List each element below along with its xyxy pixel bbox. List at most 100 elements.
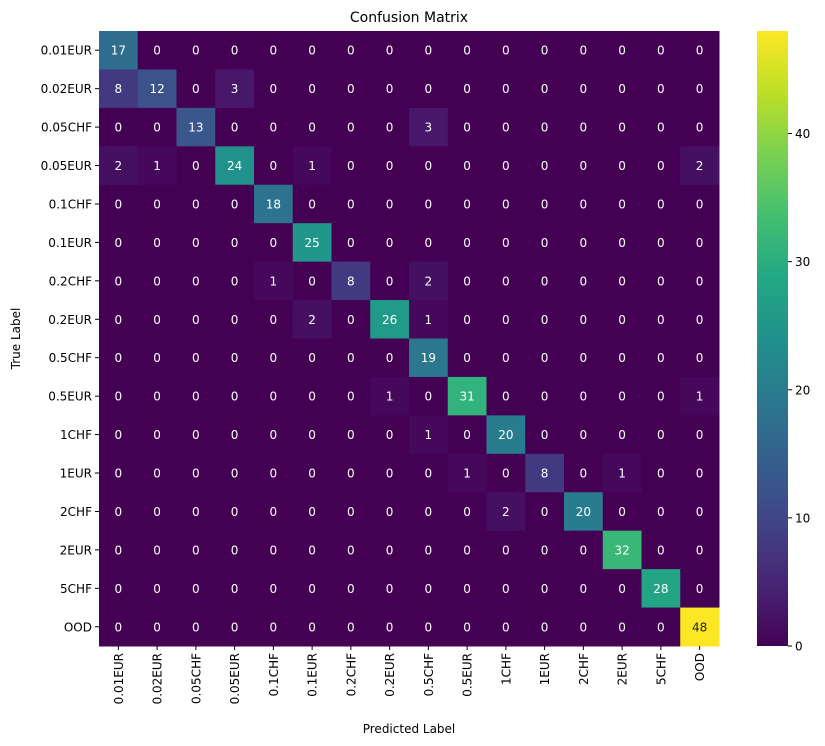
heatmap-cell [215,492,255,532]
heatmap-cell [254,569,294,609]
cell-value-label: 0 [270,582,278,596]
cell-value-label: 0 [270,159,278,173]
heatmap-cell [525,569,565,609]
heatmap-cell [447,146,487,186]
cell-value-label: 0 [386,505,394,519]
heatmap-cell [486,530,526,570]
cell-value-label: 0 [696,428,704,442]
cell-value-label: 0 [618,582,626,596]
cell-value-label: 0 [192,159,200,173]
heatmap-cell [331,569,371,609]
cell-value-label: 0 [270,620,278,634]
cell-value-label: 0 [541,44,549,58]
heatmap-cell [215,107,255,147]
cell-value-label: 1 [425,313,433,327]
heatmap-cell [602,530,642,570]
cell-value-label: 0 [308,582,316,596]
heatmap-cell [99,69,139,109]
x-tick-label: 0.2EUR [383,653,397,697]
heatmap-cell [331,184,371,224]
cell-value-label: 0 [618,44,626,58]
cell-value-label: 0 [270,121,278,135]
heatmap-cell [409,376,449,416]
heatmap-cell [292,530,332,570]
cell-value-label: 0 [657,351,665,365]
cell-value-label: 0 [618,274,626,288]
heatmap-cell [680,492,720,532]
heatmap-cell [99,300,139,339]
cell-value-label: 0 [153,467,161,481]
heatmap-cell [641,338,681,378]
heatmap-cell [99,146,139,186]
cell-value-label: 13 [188,121,203,135]
heatmap-cell [680,300,720,339]
heatmap-cell [370,31,410,70]
cell-value-label: 0 [231,582,239,596]
cell-value-label: 0 [231,197,239,211]
cell-value-label: 0 [463,313,471,327]
heatmap-cell [486,261,526,301]
cell-value-label: 0 [308,197,316,211]
cell-value-label: 0 [270,390,278,404]
heatmap-cell [641,376,681,416]
heatmap-cell [215,376,255,416]
heatmap-cell [680,376,720,416]
cell-value-label: 0 [580,82,588,96]
cell-value-label: 1 [386,390,394,404]
heatmap-cell [137,107,177,147]
cell-value-label: 0 [153,274,161,288]
colorbar-tick-label: 10 [795,511,810,525]
cell-value-label: 0 [502,351,510,365]
heatmap-cell [641,31,681,70]
heatmap-cell [137,338,177,378]
cell-value-label: 0 [541,390,549,404]
cell-value-label: 0 [425,159,433,173]
cell-value-label: 0 [618,121,626,135]
cell-value-label: 0 [657,543,665,557]
cell-value-label: 0 [115,313,123,327]
heatmap-cell [564,607,604,647]
heatmap-cell [331,69,371,109]
cell-value-label: 0 [270,82,278,96]
heatmap-cell [331,492,371,532]
cell-value-label: 0 [115,121,123,135]
heatmap-cell [137,607,177,647]
heatmap-cell [602,69,642,109]
cell-value-label: 0 [696,313,704,327]
heatmap-cell [215,338,255,378]
cell-value-label: 0 [115,351,123,365]
heatmap-cell [409,415,449,455]
cell-value-label: 0 [115,274,123,288]
heatmap-cell [215,261,255,301]
heatmap-cell [680,184,720,224]
y-tick-label: 5CHF [60,582,92,596]
heatmap-cell [176,530,216,570]
heatmap-cell [602,146,642,186]
heatmap-cell [564,492,604,532]
heatmap-cell [641,453,681,493]
heatmap-cell [176,184,216,224]
cell-value-label: 0 [192,620,200,634]
cell-value-label: 0 [580,121,588,135]
cell-value-label: 0 [192,543,200,557]
heatmap-cell [370,261,410,301]
cell-value-label: 0 [541,351,549,365]
cell-value-label: 0 [386,82,394,96]
heatmap-cell [176,607,216,647]
heatmap-cell [370,223,410,263]
heatmap-cell [331,607,371,647]
cell-value-label: 0 [153,505,161,519]
heatmap-cell [680,338,720,378]
cell-value-label: 0 [502,197,510,211]
heatmap-cell [409,530,449,570]
cell-value-label: 0 [386,543,394,557]
heatmap-cell [176,146,216,186]
cell-value-label: 0 [618,390,626,404]
heatmap-cell [215,300,255,339]
cell-value-label: 0 [580,582,588,596]
cell-value-label: 8 [347,274,355,288]
cell-value-label: 3 [231,82,239,96]
x-axis-ticks: 0.01EUR 0.02EUR 0.05CHF 0.05EUR 0.1CHF 0.1EUR… [112,646,707,704]
heatmap-cell [680,31,720,70]
x-tick-label: 0.02EUR [151,653,165,704]
